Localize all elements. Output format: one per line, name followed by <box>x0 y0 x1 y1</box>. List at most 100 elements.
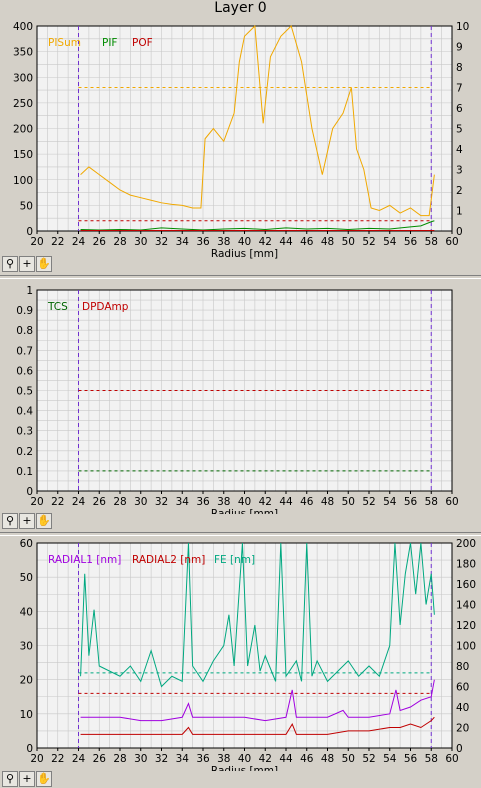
x-tick-label: 30 <box>134 753 147 765</box>
x-tick-label: 42 <box>259 236 272 248</box>
y-tick-label: 0.6 <box>16 365 33 377</box>
x-axis-label: Radius [mm] <box>211 248 278 260</box>
x-tick-label: 54 <box>383 236 397 248</box>
x-tick-label: 58 <box>425 236 438 248</box>
x-tick-label: 56 <box>404 496 418 508</box>
y2-tick-label: 7 <box>456 83 463 95</box>
y-tick-label: 0.7 <box>16 345 33 357</box>
y2-tick-label: 9 <box>456 42 463 54</box>
chart-panel-top: 20 22 24 26 28 30 32 34 36 38 40 42 44 46 48 50 52 54 56 58… <box>13 21 469 260</box>
x-tick-label: 54 <box>383 753 397 765</box>
panel-divider <box>0 532 481 536</box>
series-line <box>80 24 435 217</box>
x-tick-label: 26 <box>93 496 107 508</box>
y-tick-label: 20 <box>20 675 33 687</box>
y-tick-label: 0.4 <box>16 406 33 418</box>
x-tick-label: 28 <box>113 753 126 765</box>
x-tick-label: 60 <box>445 753 458 765</box>
chart-toolbar-bottom: ⚲ + ✋ <box>2 771 52 787</box>
y-tick-label: 30 <box>20 641 33 653</box>
series-line <box>80 679 435 722</box>
x-tick-label: 28 <box>113 236 126 248</box>
x-tick-label: 44 <box>279 236 293 248</box>
y2-tick-label: 200 <box>456 538 476 550</box>
x-tick-label: 44 <box>279 496 293 508</box>
y-tick-label: 100 <box>13 175 33 187</box>
legend-entry: RADIAL2 [nm] <box>132 554 205 566</box>
zoom-icon[interactable]: ⚲ <box>2 513 18 529</box>
y-tick-label: 60 <box>20 538 33 550</box>
x-tick-label: 56 <box>404 236 418 248</box>
y-tick-label: 300 <box>13 72 33 84</box>
y-tick-label: 350 <box>13 47 33 59</box>
y-tick-label: 40 <box>20 606 33 618</box>
x-tick-label: 32 <box>155 753 168 765</box>
x-tick-label: 22 <box>51 236 64 248</box>
x-tick-label: 22 <box>51 753 64 765</box>
x-axis-label: Radius [mm] <box>211 765 278 771</box>
y-tick-label: 0.8 <box>16 325 33 337</box>
x-tick-label: 30 <box>134 496 147 508</box>
x-tick-label: 20 <box>30 236 43 248</box>
y-tick-label: 0 <box>26 226 33 238</box>
x-tick-label: 26 <box>93 753 107 765</box>
y2-tick-label: 4 <box>456 144 463 156</box>
pan-hand-icon[interactable]: ✋ <box>36 771 52 787</box>
x-tick-label: 46 <box>300 236 314 248</box>
y2-tick-label: 100 <box>456 641 476 653</box>
legend-entry: PISum <box>48 37 81 49</box>
y2-tick-label: 10 <box>456 21 469 33</box>
window-title: Layer 0 <box>214 0 267 16</box>
x-tick-label: 34 <box>176 236 190 248</box>
x-tick-label: 50 <box>342 236 355 248</box>
pan-hand-icon[interactable]: ✋ <box>36 513 52 529</box>
series-line <box>80 716 435 735</box>
y-tick-label: 0.5 <box>16 386 33 398</box>
x-tick-label: 36 <box>196 236 210 248</box>
panel-divider <box>0 275 481 279</box>
x-tick-label: 44 <box>279 753 293 765</box>
crosshair-icon[interactable]: + <box>19 513 35 529</box>
y-tick-label: 200 <box>13 124 33 136</box>
x-tick-label: 48 <box>321 496 334 508</box>
x-tick-label: 32 <box>155 496 168 508</box>
y-tick-label: 50 <box>20 572 33 584</box>
x-tick-label: 60 <box>445 496 458 508</box>
legend-entry: RADIAL1 [nm] <box>48 554 121 566</box>
x-tick-label: 42 <box>259 753 272 765</box>
y-tick-label: 1 <box>26 285 33 297</box>
y2-tick-label: 20 <box>456 723 469 735</box>
y2-tick-label: 140 <box>456 600 476 612</box>
x-tick-label: 24 <box>72 496 86 508</box>
zoom-icon[interactable]: ⚲ <box>2 771 18 787</box>
y2-tick-label: 40 <box>456 702 469 714</box>
y2-tick-label: 6 <box>456 103 463 115</box>
legend-entry: PIF <box>102 37 117 49</box>
chart-toolbar-top: ⚲ + ✋ <box>2 256 52 272</box>
pan-hand-icon[interactable]: ✋ <box>36 256 52 272</box>
x-tick-label: 60 <box>445 236 458 248</box>
zoom-icon[interactable]: ⚲ <box>2 256 18 272</box>
y-tick-label: 250 <box>13 98 33 110</box>
x-tick-label: 52 <box>362 753 375 765</box>
x-tick-label: 24 <box>72 236 86 248</box>
y-tick-label: 0.2 <box>16 446 33 458</box>
x-tick-label: 48 <box>321 753 334 765</box>
crosshair-icon[interactable]: + <box>19 256 35 272</box>
y-tick-label: 0.9 <box>16 305 33 317</box>
y2-tick-label: 0 <box>456 743 463 755</box>
legend-entry: FE [nm] <box>214 554 255 566</box>
x-tick-label: 46 <box>300 496 314 508</box>
x-axis-label: Radius [mm] <box>211 508 278 514</box>
x-tick-label: 40 <box>238 496 251 508</box>
x-tick-label: 26 <box>93 236 107 248</box>
series-line <box>80 220 435 231</box>
chart-toolbar-middle: ⚲ + ✋ <box>2 513 52 529</box>
y-tick-label: 0.1 <box>16 466 33 478</box>
x-tick-label: 38 <box>217 753 230 765</box>
chart-panel-bottom: 20 22 24 26 28 30 32 34 36 38 40 42 44 46 48 50 52 54 56 58… <box>20 538 476 771</box>
legend-entry: DPDAmp <box>82 301 129 313</box>
x-tick-label: 34 <box>176 753 190 765</box>
crosshair-icon[interactable]: + <box>19 771 35 787</box>
y2-tick-label: 2 <box>456 185 463 197</box>
